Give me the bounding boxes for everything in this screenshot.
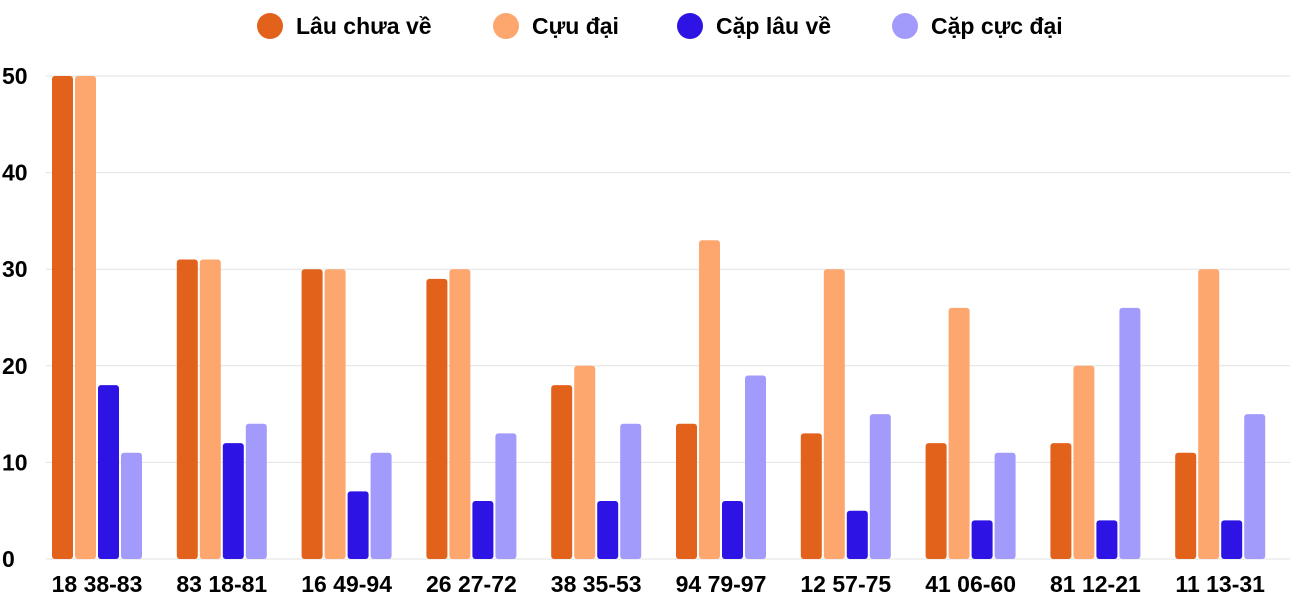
bar-2-3	[324, 269, 346, 559]
bar-4-3	[370, 452, 392, 559]
bar-2-7	[823, 269, 845, 559]
bar-4-9	[1119, 307, 1141, 559]
bar-4-4	[495, 433, 517, 559]
bar-1-6	[676, 423, 697, 559]
legend-label-4: Cặp cực đại	[931, 13, 1063, 39]
bar-1-5	[551, 385, 573, 559]
bar-3-1	[98, 385, 119, 559]
bar-1-1	[52, 76, 73, 559]
bar-2-1	[75, 76, 96, 559]
x-tick-label: 94 79-97	[676, 571, 767, 597]
x-tick-label: 81 12-21	[1050, 571, 1141, 597]
bar-1-9	[1050, 443, 1072, 559]
bar-1-8	[925, 443, 947, 559]
bar-1-2	[176, 259, 198, 559]
x-tick-label: 18 38-83	[52, 571, 143, 597]
legend-label-2: Cựu đại	[532, 13, 619, 39]
bar-3-4	[472, 501, 494, 559]
x-tick-label: 41 06-60	[925, 571, 1016, 597]
x-tick-label: 83 18-81	[176, 571, 267, 597]
legend-label-3: Cặp lâu về	[716, 13, 831, 39]
bar-4-10	[1244, 414, 1266, 559]
bar-2-4	[449, 269, 471, 559]
y-tick-label: 30	[2, 256, 28, 282]
bar-3-2	[222, 443, 244, 559]
x-axis: 18 38-83 83 18-81 16 49-94 26 27-72 38 35-53…	[52, 571, 1266, 597]
legend: Lâu chưa về Cựu đại Cặp lâu về Cặp cực đại	[257, 13, 1063, 39]
bar-3-10	[1221, 520, 1243, 559]
bar-4-7	[869, 414, 891, 559]
bar-4-5	[620, 423, 642, 559]
bar-1-3	[301, 269, 323, 559]
x-tick-label: 12 57-75	[800, 571, 891, 597]
legend-marker-4	[892, 13, 918, 39]
legend-label-1: Lâu chưa về	[296, 13, 432, 39]
y-axis: 0 10 20 30 40 50	[2, 63, 28, 572]
x-tick-label: 26 27-72	[426, 571, 517, 597]
bar-2-10	[1198, 269, 1220, 559]
bar-3-7	[846, 510, 868, 559]
x-tick-label: 11 13-31	[1175, 571, 1265, 597]
bar-4-6	[745, 375, 766, 559]
y-tick-label: 10	[2, 449, 28, 475]
bar-3-6	[722, 501, 743, 559]
bar-3-5	[597, 501, 619, 559]
bar-2-8	[948, 307, 970, 559]
x-tick-label: 16 49-94	[301, 571, 392, 597]
y-tick-label: 50	[2, 63, 28, 89]
legend-marker-3	[677, 13, 703, 39]
y-tick-label: 0	[2, 546, 15, 572]
bar-2-6	[699, 240, 720, 559]
bars-layer	[52, 76, 1266, 559]
bar-3-3	[347, 491, 369, 559]
bar-4-1	[121, 452, 142, 559]
legend-marker-2	[493, 13, 519, 39]
bar-3-8	[971, 520, 993, 559]
bar-4-2	[245, 423, 267, 559]
y-tick-label: 20	[2, 353, 28, 379]
bar-1-4	[426, 278, 448, 559]
bar-2-5	[574, 365, 596, 559]
bar-3-9	[1096, 520, 1118, 559]
bar-1-10	[1175, 452, 1197, 559]
legend-marker-1	[257, 13, 283, 39]
bar-2-2	[199, 259, 221, 559]
x-tick-label: 38 35-53	[551, 571, 642, 597]
bar-4-8	[994, 452, 1016, 559]
bar-1-7	[800, 433, 822, 559]
bar-2-9	[1073, 365, 1095, 559]
y-tick-label: 40	[2, 160, 28, 186]
